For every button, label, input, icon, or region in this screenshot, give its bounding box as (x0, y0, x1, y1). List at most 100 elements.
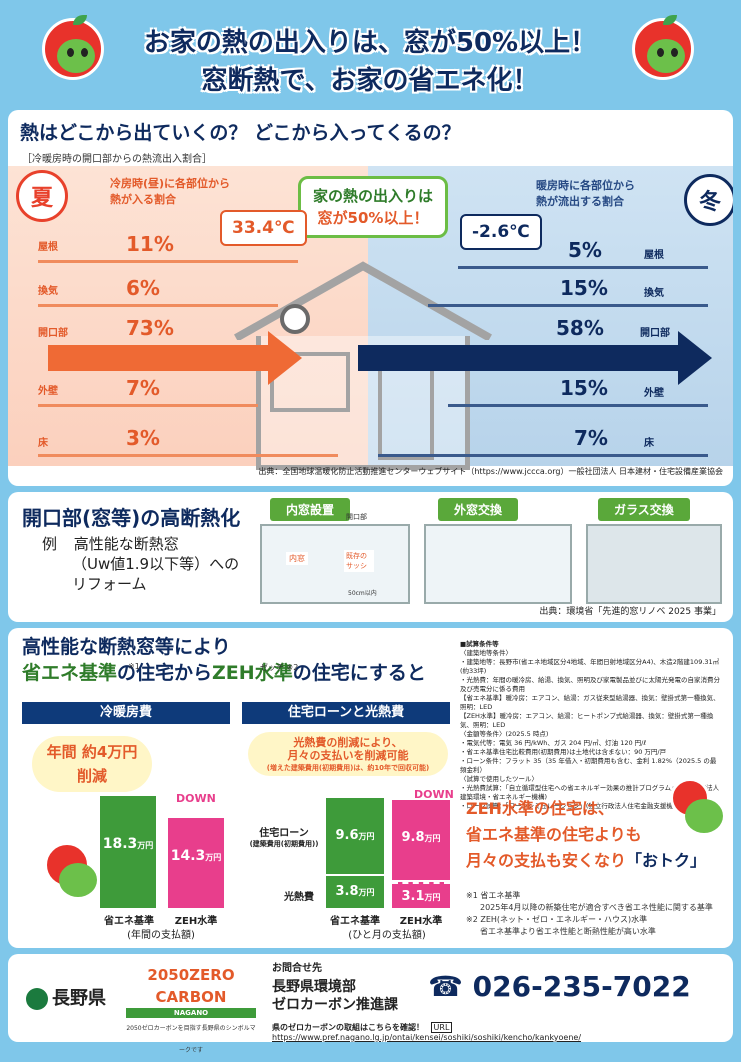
left-down-label: DOWN (176, 792, 216, 805)
diagram-inner-label: 内窓 (286, 552, 308, 565)
url-lead: 県のゼロカーボンの取組はこちらを確認！ (272, 1023, 424, 1032)
heat-flow-source: 出典：全国地球温暖化防止活動推進センターウェブサイト（https://www.j… (258, 467, 723, 476)
prefecture-mark-icon (26, 988, 48, 1010)
banner-line2: 窓が50%以上！ (317, 209, 429, 227)
diagram-width-label: 50cm以内 (348, 590, 377, 597)
footnote2-detail: 省エネ基準より省エネ性能と断熱性能が高い水準 (480, 927, 656, 936)
footnotes: ※1 省エネ基準 2025年4月以降の新築住宅が適合すべき省エネ性能に関する基準… (466, 890, 713, 938)
zc-line1: 2050ZERO (147, 966, 235, 984)
tag-outer-window: 外窓交換 (438, 498, 519, 521)
left-bar-std-unit: 万円 (137, 841, 154, 850)
zeh-title-line1: 高性能な断熱窓等により (22, 636, 231, 658)
summer-opening-arrow (48, 331, 302, 385)
outer-window-diagram (424, 524, 572, 604)
right-xlabel-std: 省エネ基準 (330, 916, 380, 927)
summer-roof-line (38, 260, 298, 263)
right-callout-line3: (増えた建築費用(初期費用)は、約10年で回収可能) (266, 764, 430, 772)
sup-note1: ※1 (128, 662, 140, 671)
winter-heading-line2: 熱が流出する割合 (536, 195, 624, 208)
note-line: 〈建築地等条件〉 (460, 649, 512, 657)
title-from: の住宅から (117, 662, 213, 684)
headline: お家の熱の出入りは、窓が50%以上！ 窓断熱で、お家の省エネ化！ (100, 24, 640, 100)
zeh-title: 高性能な断熱窓等により 省エネ基準の住宅からZEH水準の住宅にすると (22, 634, 426, 686)
phone-icon: ☎ (428, 970, 463, 1003)
right-zeh-loan-unit: 万円 (424, 834, 441, 843)
left-bar-std: 18.3万円 (100, 796, 156, 908)
sup-note2: ゼッチ ※2 (260, 663, 299, 672)
right-std-loan-unit: 万円 (358, 832, 375, 841)
zeh-title-line2: 省エネ基準の住宅からZEH水準の住宅にすると (22, 660, 426, 686)
summer-floor-pct: 3% (126, 426, 160, 450)
footnote1-detail: 2025年4月以降の新築住宅が適合すべき省エネ性能に関する基準 (480, 903, 713, 912)
note-line: ・電気代等：電気 36 円/kWh、ガス 204 円/㎥、灯油 120 円/ℓ (460, 739, 647, 747)
title-std: 省エネ基準 (22, 662, 118, 684)
winter-floor-pct: 7% (574, 426, 608, 450)
note-line: 【省エネ基準】暖冷房：エアコン、給湯：ガス従来型給湯器、換気：壁掛式第一種換気、… (460, 694, 720, 711)
summer-roof-pct: 11% (126, 232, 174, 256)
zeh-message-line2: 省エネ基準の住宅よりも (466, 825, 642, 844)
right-zeh-loan-value: 9.8 (401, 830, 425, 845)
zeh-message-line1: ZEH水準の住宅は、 (466, 799, 614, 818)
right-std-util-value: 3.8 (335, 884, 359, 899)
note-line: ・省エネ基準住宅比較費用(初期費用)は土地代は含まない：90 万円/戸 (460, 748, 667, 756)
left-bar-std-value: 18.3 (102, 836, 138, 852)
right-bar-std-util: 3.8万円 (326, 876, 384, 908)
winter-heading: 暖房時に各部位から 熱が流出する割合 (536, 178, 635, 210)
left-bar-zeh: 14.3万円 (168, 818, 224, 908)
right-zeh-util-unit: 万円 (424, 893, 441, 902)
contact-dept2: ゼロカーボン推進課 (272, 997, 398, 1013)
door-icon (378, 360, 434, 460)
url-link[interactable]: https://www.pref.nagano.lg.jp/ontai/kens… (272, 1033, 582, 1042)
note-line: 〈金額等条件〉(2025.5 時点) (460, 730, 549, 738)
summer-temperature: 33.4℃ (220, 210, 307, 246)
winter-vent-pct: 15% (560, 276, 608, 300)
heat-flow-card: 熱はどこから出ていくの？ どこから入ってくるの？ ［冷暖房時の開口部からの熱流出… (8, 110, 733, 486)
note-line: ・光熱費：年間の暖冷房、給湯、換気、照明及び家電製品並びに太陽光発電の自家消費分… (460, 676, 720, 693)
headline-line2: 窓断熱で、お家の省エネ化！ (201, 66, 539, 96)
left-bar-zeh-unit: 万円 (205, 853, 222, 862)
left-bar-zeh-value: 14.3 (170, 848, 206, 864)
mascot-left-icon (42, 15, 104, 80)
diagram-opening-label: 開口部 (346, 513, 367, 521)
winter-wall-line (448, 404, 708, 407)
right-bar-zeh-loan: 9.8万円 (392, 800, 450, 880)
right-bar-zeh-util: 3.1万円 (392, 882, 450, 908)
summer-roof-label: 屋根 (38, 242, 58, 253)
loan-label: 住宅ローン (建築費用(初期費用)) (244, 824, 324, 849)
summer-wall-pct: 7% (126, 376, 160, 400)
zc-caption: 2050ゼロカーボンを目指す長野県のシンボルマークです (126, 1025, 256, 1054)
mascot-right-icon (632, 15, 694, 80)
footnote2: ※2 ZEH(ネット・ゼロ・エネルギー・ハウス)水準 (466, 915, 648, 924)
winter-wall-pct: 15% (560, 376, 608, 400)
title-zeh: ZEH水準 (212, 662, 293, 684)
roof-icon (234, 261, 492, 340)
right-callout: 光熱費の削減により、 月々の支払いを削減可能 (増えた建築費用(初期費用)は、約… (248, 732, 448, 776)
window-insulation-source: 出典：環境省「先進的窓リノベ 2025 事業」 (539, 607, 721, 617)
phone-text: 026-235-7022 (472, 970, 691, 1003)
winter-temperature: -2.6℃ (460, 214, 542, 250)
body-line2: （Uw値1.9以下等）への (72, 555, 240, 573)
note-line: 【ZEH水準】暖冷房：エアコン、給湯：ヒートポンプ式給湯器、換気：壁掛式第一種換… (460, 712, 714, 729)
loan-label-line1: 住宅ローン (259, 828, 309, 839)
left-xlabel-zeh: ZEH水準 (174, 916, 218, 927)
winter-snow-icon: 冬 (684, 174, 733, 226)
tag-glass: ガラス交換 (598, 498, 690, 521)
summer-floor-label: 床 (38, 438, 48, 449)
mascot-small-icon (44, 842, 97, 897)
summer-vent-line (38, 304, 278, 307)
phone-number[interactable]: ☎ 026-235-7022 (428, 970, 691, 1003)
contact-dept1: 長野県環境部 (272, 979, 356, 995)
url-label: URL (430, 1022, 453, 1033)
right-callout-line2: 月々の支払いを削減可能 (287, 749, 409, 762)
zc-line2: CARBON (155, 988, 227, 1006)
prefecture-logo: 長野県 (26, 984, 106, 1010)
winter-floor-line (378, 454, 708, 457)
note-line: ・光熱費試算：「自立循環型住宅への省エネルギー効果の推計プログラム」(一般財団法… (460, 784, 720, 801)
inner-window-diagram: 内窓 既存のサッシ 開口部 50cm以内 (260, 513, 410, 604)
zero-carbon-logo: 2050ZERO CARBON NAGANO 2050ゼロカーボンを目指す長野県… (126, 964, 256, 1062)
summer-sun-icon: 夏 (16, 170, 68, 222)
zeh-message: ZEH水準の住宅は、 省エネ基準の住宅よりも 月々の支払も安くなり「おトク」 (466, 796, 706, 874)
calculation-notes: ■試算条件等 〈建築地等条件〉 ・建築地等：長野市(省エネ地域区分4地域、年間日… (460, 640, 722, 811)
title-to: の住宅にすると (292, 662, 426, 684)
glass-diagram (586, 524, 722, 604)
